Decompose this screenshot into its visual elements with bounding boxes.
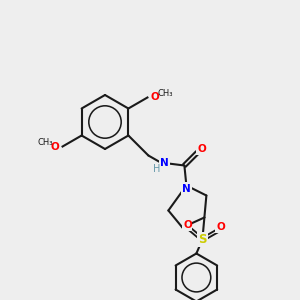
- Text: CH₃: CH₃: [158, 89, 173, 98]
- Text: H: H: [153, 164, 160, 175]
- Text: N: N: [182, 184, 191, 194]
- Text: O: O: [197, 145, 206, 154]
- Text: O: O: [183, 220, 192, 230]
- Text: O: O: [150, 92, 159, 103]
- Text: CH₃: CH₃: [37, 138, 52, 147]
- Text: N: N: [160, 158, 169, 167]
- Text: O: O: [51, 142, 60, 152]
- Text: S: S: [198, 233, 207, 246]
- Text: O: O: [216, 223, 225, 232]
